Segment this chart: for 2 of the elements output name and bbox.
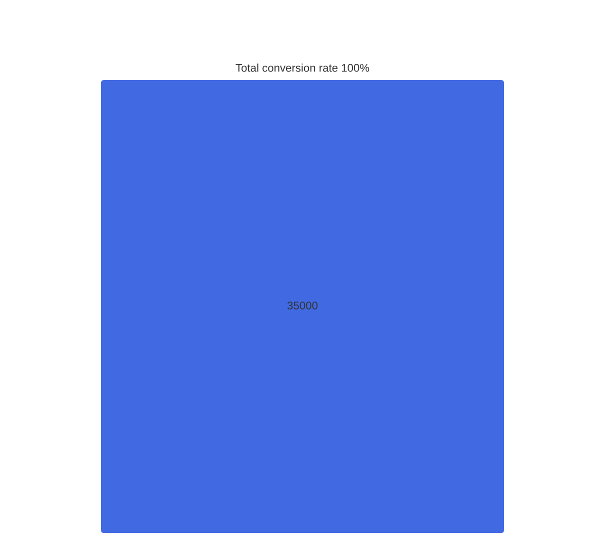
text: Total conversion rate 100% xyxy=(236,64,370,72)
data-label: 35000 xyxy=(287,302,318,310)
